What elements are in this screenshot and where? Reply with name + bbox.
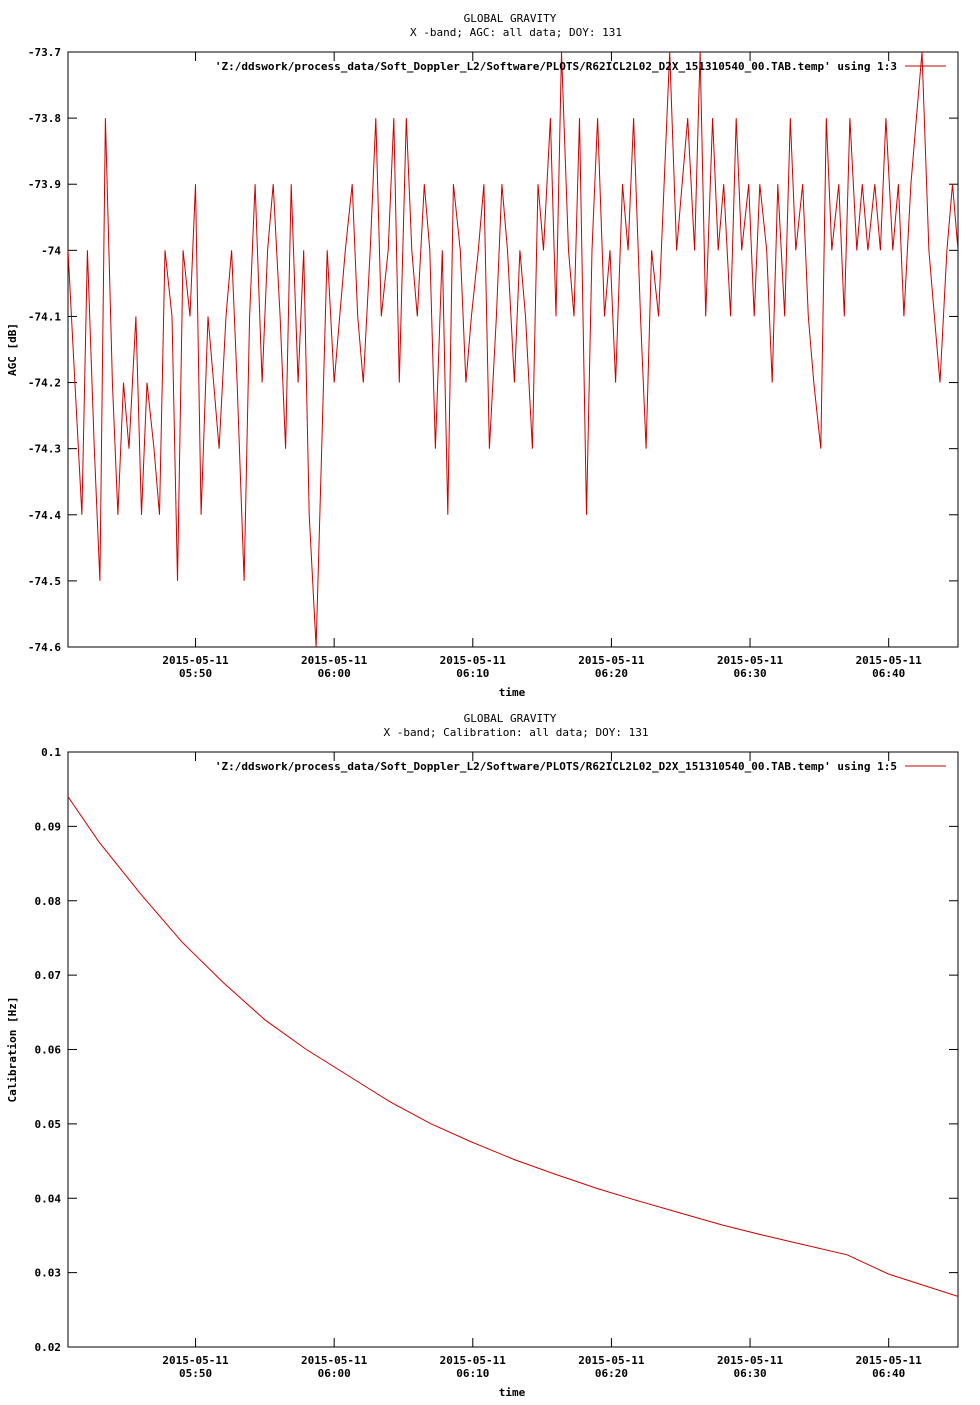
y-tick-label: 0.07 [35, 969, 62, 982]
y-tick-label: -73.7 [28, 46, 61, 59]
y-tick-label: 0.04 [35, 1192, 62, 1205]
x-tick-time-label: 06:40 [872, 667, 905, 680]
y-tick-label: -73.9 [28, 178, 61, 191]
x-axis-label: time [499, 686, 526, 699]
y-tick-label: 0.09 [35, 820, 62, 833]
y-tick-label: 0.03 [35, 1267, 62, 1280]
x-tick-time-label: 05:50 [179, 667, 212, 680]
y-tick-label: -74.6 [28, 641, 61, 654]
y-tick-label: 0.08 [35, 895, 62, 908]
x-tick-date-label: 2015-05-11 [578, 1354, 645, 1367]
chart-subtitle: X -band; AGC: all data; DOY: 131 [410, 26, 622, 39]
plot-frame [67, 51, 959, 648]
x-tick-date-label: 2015-05-11 [162, 1354, 229, 1367]
y-tick-label: 0.02 [35, 1341, 62, 1354]
x-tick-date-label: 2015-05-11 [856, 654, 923, 667]
chart-title: GLOBAL GRAVITY [464, 12, 557, 25]
x-tick-date-label: 2015-05-11 [856, 1354, 923, 1367]
chart-title: GLOBAL GRAVITY [464, 712, 557, 725]
y-tick-label: -74.2 [28, 377, 61, 390]
legend-label: 'Z:/ddswork/process_data/Soft_Doppler_L2… [215, 60, 897, 73]
y-tick-label: 0.1 [41, 746, 61, 759]
y-tick-label: -74.4 [28, 509, 61, 522]
y-tick-label: -74 [41, 244, 61, 257]
x-tick-time-label: 06:10 [456, 1367, 489, 1380]
x-tick-time-label: 05:50 [179, 1367, 212, 1380]
x-tick-time-label: 06:30 [733, 1367, 766, 1380]
x-tick-date-label: 2015-05-11 [440, 654, 507, 667]
series-line [68, 52, 958, 647]
series-line [68, 796, 958, 1297]
y-axis-label: AGC [dB] [6, 323, 19, 376]
x-tick-time-label: 06:00 [318, 667, 351, 680]
x-tick-date-label: 2015-05-11 [162, 654, 229, 667]
y-tick-label: -74.5 [28, 575, 61, 588]
x-tick-date-label: 2015-05-11 [717, 1354, 784, 1367]
y-tick-label: -74.1 [28, 310, 61, 323]
x-tick-time-label: 06:20 [595, 1367, 628, 1380]
y-tick-label: 0.06 [35, 1044, 62, 1057]
x-tick-time-label: 06:00 [318, 1367, 351, 1380]
x-tick-time-label: 06:20 [595, 667, 628, 680]
y-axis-label: Calibration [Hz] [6, 997, 19, 1103]
x-axis-label: time [499, 1386, 526, 1399]
x-tick-date-label: 2015-05-11 [578, 654, 645, 667]
x-tick-date-label: 2015-05-11 [717, 654, 784, 667]
y-tick-label: 0.05 [35, 1118, 62, 1131]
y-tick-label: -73.8 [28, 112, 61, 125]
x-tick-time-label: 06:30 [733, 667, 766, 680]
legend-label: 'Z:/ddswork/process_data/Soft_Doppler_L2… [215, 760, 897, 773]
x-tick-date-label: 2015-05-11 [440, 1354, 507, 1367]
x-tick-time-label: 06:40 [872, 1367, 905, 1380]
x-tick-date-label: 2015-05-11 [301, 654, 368, 667]
x-tick-date-label: 2015-05-11 [301, 1354, 368, 1367]
x-tick-time-label: 06:10 [456, 667, 489, 680]
plot-frame [67, 751, 959, 1348]
chart-subtitle: X -band; Calibration: all data; DOY: 131 [384, 726, 649, 739]
y-tick-label: -74.3 [28, 443, 61, 456]
